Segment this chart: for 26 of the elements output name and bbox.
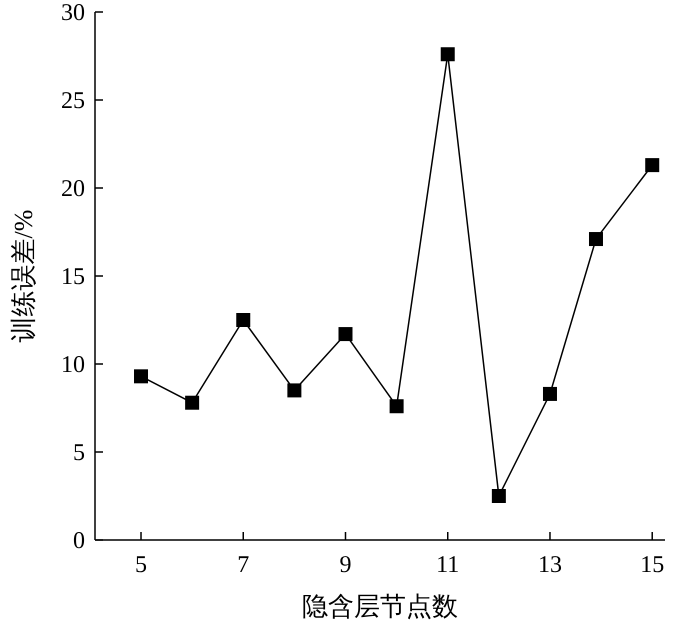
point — [390, 399, 404, 414]
y-tick-label: 25 — [61, 88, 85, 114]
point — [236, 313, 250, 327]
point — [440, 47, 455, 62]
point — [134, 369, 148, 384]
point — [492, 489, 506, 503]
y-axis-title: 训练误差/% — [9, 210, 38, 342]
x-tick-label: 15 — [640, 552, 664, 578]
y-tick-label: 15 — [61, 264, 85, 290]
x-tick-label: 5 — [135, 552, 148, 578]
point — [185, 396, 200, 410]
y-tick-label: 0 — [73, 528, 85, 554]
y-tick-label: 10 — [61, 352, 85, 378]
x-axis-title: 隐含层节点数 — [302, 592, 458, 621]
point — [645, 158, 660, 172]
y-tick-label: 30 — [61, 0, 85, 26]
x-tick-label: 7 — [237, 552, 250, 578]
x-tick-label: 13 — [538, 552, 562, 578]
x-tick-label: 11 — [436, 552, 460, 578]
y-tick-label: 5 — [73, 440, 85, 466]
y-tick-label: 20 — [61, 176, 85, 202]
point — [542, 386, 557, 401]
point — [338, 327, 352, 342]
point — [588, 232, 603, 246]
x-tick-label: 9 — [339, 552, 352, 578]
point — [287, 383, 302, 398]
